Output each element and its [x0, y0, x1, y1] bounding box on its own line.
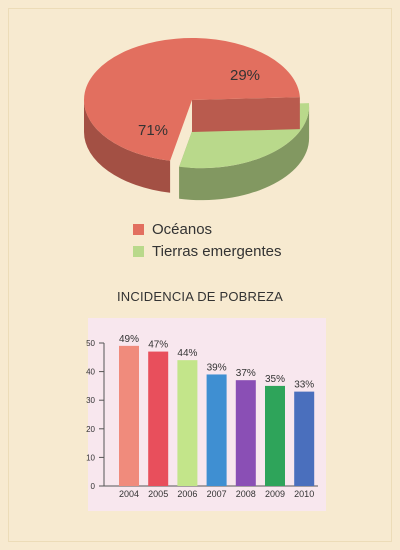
x-tick-label: 2004 [119, 489, 139, 499]
bar-value-label: 49% [119, 334, 139, 345]
x-tick-label: 2010 [294, 489, 314, 499]
legend-item-oceanos: Océanos [133, 218, 282, 240]
bar-value-label: 37% [236, 368, 256, 379]
y-tick-label: 0 [91, 482, 96, 491]
y-tick-label: 40 [86, 368, 95, 377]
bar-chart-title: INCIDENCIA DE POBREZA [116, 289, 283, 304]
x-tick-label: 2007 [207, 489, 227, 499]
bar-2009 [265, 385, 285, 486]
bar-value-label: 33% [294, 380, 314, 391]
legend-label-oceanos: Océanos [152, 220, 213, 238]
pie-slice-oceanos [83, 37, 300, 193]
pie-chart: 71% 29% [83, 37, 310, 201]
bar-2010 [294, 391, 315, 486]
legend-item-tierras: Tierras emergentes [133, 240, 282, 262]
y-tick-label: 20 [86, 425, 95, 434]
x-tick-label: 2006 [177, 489, 197, 499]
y-tick-label: 10 [86, 453, 95, 462]
page-frame [8, 8, 392, 542]
bar-2005 [148, 351, 169, 486]
bar-2008 [235, 380, 256, 486]
bar-2007 [206, 374, 227, 486]
x-tick-label: 2005 [148, 489, 168, 499]
y-tick-label: 30 [86, 396, 95, 405]
legend-swatch-oceanos [133, 223, 144, 235]
bar-value-label: 35% [265, 374, 285, 385]
bar-value-label: 39% [207, 362, 227, 373]
pie-label-tierras: 29% [230, 67, 260, 84]
x-tick-label: 2008 [236, 489, 256, 499]
y-tick-label: 50 [86, 339, 95, 348]
x-tick-label: 2009 [265, 489, 285, 499]
pie-label-oceanos: 71% [138, 122, 168, 139]
legend-label-tierras: Tierras emergentes [152, 242, 282, 260]
bar-2006 [177, 360, 198, 486]
legend-swatch-tierras [133, 245, 144, 257]
bar-value-label: 44% [177, 348, 197, 359]
bar-2004 [119, 345, 139, 486]
pie-legend: Océanos Tierras emergentes [133, 218, 282, 262]
bar-value-label: 47% [148, 340, 168, 351]
